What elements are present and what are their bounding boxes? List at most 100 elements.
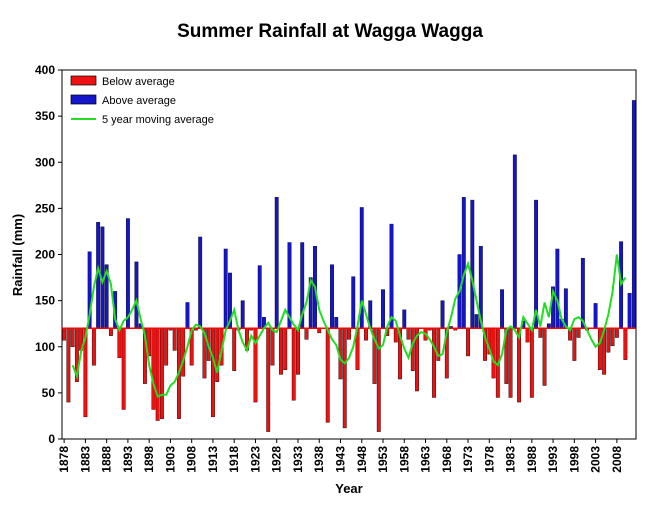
rainfall-bar-1998 <box>572 328 577 361</box>
rainfall-bar-1933 <box>296 328 300 375</box>
y-axis-label: Rainfall (mm) <box>10 214 25 296</box>
rainfall-bar-1991 <box>542 328 547 386</box>
x-axis-label: Year <box>335 481 362 496</box>
rainfall-bar-1940 <box>325 328 330 423</box>
y-tick-label-300: 300 <box>35 155 55 169</box>
x-tick-label-1898: 1898 <box>142 446 156 473</box>
rainfall-bar-1906 <box>181 328 186 377</box>
y-tick-label-50: 50 <box>42 386 56 400</box>
rainfall-bar-1910 <box>198 236 203 329</box>
rainfall-bar-2004 <box>597 328 602 371</box>
y-tick-label-250: 250 <box>35 201 55 215</box>
rainfall-bar-1893 <box>125 218 130 329</box>
rainfall-bar-1974 <box>470 199 475 329</box>
rainfall-bar-1979 <box>491 328 496 379</box>
rainfall-bar-1955 <box>389 223 394 329</box>
rainfall-bar-1895 <box>134 261 139 329</box>
rainfall-bar-1967 <box>440 300 445 329</box>
x-tick-label-1878: 1878 <box>57 446 71 473</box>
rainfall-bar-1972 <box>461 197 466 329</box>
rainfall-bar-1914 <box>215 328 220 382</box>
rainfall-bar-1927 <box>270 328 275 366</box>
x-tick-label-1988: 1988 <box>525 446 539 473</box>
rainfall-bar-1913 <box>211 328 215 418</box>
rainfall-bar-1920 <box>240 300 245 329</box>
rainfall-bar-1918 <box>232 328 237 371</box>
x-tick-label-1958: 1958 <box>397 446 411 473</box>
rainfall-bar-1958 <box>402 309 407 329</box>
rainfall-bar-1941 <box>330 264 334 329</box>
legend-label-below: Below average <box>102 76 175 88</box>
x-tick-label-1948: 1948 <box>355 446 369 473</box>
x-tick-label-1993: 1993 <box>546 446 560 473</box>
x-tick-label-1953: 1953 <box>376 446 390 473</box>
x-tick-label-1928: 1928 <box>270 446 284 473</box>
x-tick-label-1893: 1893 <box>121 446 135 473</box>
x-axis: 1878 1883 1888 1893 1898 1903 1908 1913 1918 1923… <box>57 439 624 473</box>
y-axis: 0 50 100 150 200 250 300 350 400 <box>35 63 62 446</box>
rainfall-bar-1973 <box>466 328 470 357</box>
rainfall-bar-1994 <box>555 248 560 329</box>
y-tick-label-350: 350 <box>35 109 55 123</box>
rainfall-bar-1932 <box>291 328 296 401</box>
legend-label-above: Above average <box>102 95 176 107</box>
y-tick-label-200: 200 <box>35 248 55 262</box>
rainfall-bar-1983 <box>508 328 513 398</box>
rainfall-bar-1880 <box>70 328 75 347</box>
rainfall-bar-2008 <box>614 328 619 338</box>
rainfall-bar-2011 <box>627 293 632 329</box>
rainfall-bar-1945 <box>347 328 351 340</box>
rainfall-bar-1953 <box>381 289 385 329</box>
x-tick-label-1973: 1973 <box>461 446 475 473</box>
rainfall-bar-1926 <box>266 328 271 432</box>
x-tick-label-2003: 2003 <box>589 446 603 473</box>
rainfall-bar-1907 <box>185 302 190 329</box>
y-tick-label-150: 150 <box>35 294 55 308</box>
rainfall-bar-1892 <box>121 328 126 410</box>
rainfall-bar-1924 <box>257 265 262 329</box>
rainfall-bar-1900 <box>155 328 160 421</box>
rainfall-bar-1949 <box>364 328 368 341</box>
rainfall-bar-1956 <box>393 328 398 343</box>
rainfall-bar-1975 <box>474 314 479 329</box>
rainfall-bar-1901 <box>159 328 164 419</box>
x-tick-label-1978: 1978 <box>482 446 496 473</box>
rainfall-bar-1929 <box>279 328 283 375</box>
x-tick-label-1938: 1938 <box>312 446 326 473</box>
x-tick-label-1913: 1913 <box>206 446 220 473</box>
x-tick-label-1983: 1983 <box>504 446 518 473</box>
legend-label-moving: 5 year moving average <box>102 114 214 126</box>
rainfall-bar-1935 <box>304 328 309 340</box>
legend-swatch-below <box>70 75 97 86</box>
rainfall-bar-1981 <box>500 289 504 329</box>
rainfall-bar-1916 <box>223 248 228 329</box>
y-tick-label-100: 100 <box>35 340 55 354</box>
rainfall-bar-1988 <box>529 328 534 398</box>
rainfall-bar-1999 <box>576 328 581 338</box>
rainfall-bar-1989 <box>534 199 539 329</box>
x-tick-label-1923: 1923 <box>248 446 262 473</box>
rainfall-bar-1944 <box>342 328 347 429</box>
rainfall-bar-1942 <box>334 317 339 329</box>
rainfall-bar-2007 <box>610 328 615 347</box>
rainfall-bar-1889 <box>108 328 113 336</box>
rainfall-bar-1984 <box>512 154 517 329</box>
legend: Below average Above average 5 year movin… <box>70 75 214 126</box>
y-tick-label-0: 0 <box>48 432 55 446</box>
x-tick-label-1908: 1908 <box>185 446 199 473</box>
x-tick-label-1888: 1888 <box>100 446 114 473</box>
x-tick-label-1943: 1943 <box>334 446 348 473</box>
rainfall-bar-1930 <box>283 328 288 371</box>
rainfall-bar-2006 <box>606 328 611 353</box>
rainfall-bar-2000 <box>580 257 585 329</box>
rainfall-bar-1879 <box>66 328 71 403</box>
rainfall-bar-1987 <box>525 328 530 343</box>
rainfall-bar-1959 <box>406 328 411 340</box>
x-tick-label-1968: 1968 <box>440 446 454 473</box>
x-tick-label-1933: 1933 <box>291 446 305 473</box>
rainfall-bar-2003 <box>593 303 598 329</box>
rainfall-bar-1965 <box>432 328 436 398</box>
x-tick-label-1883: 1883 <box>78 446 92 473</box>
rainfall-bar-2010 <box>623 328 628 360</box>
rainfall-bar-1904 <box>172 328 177 351</box>
